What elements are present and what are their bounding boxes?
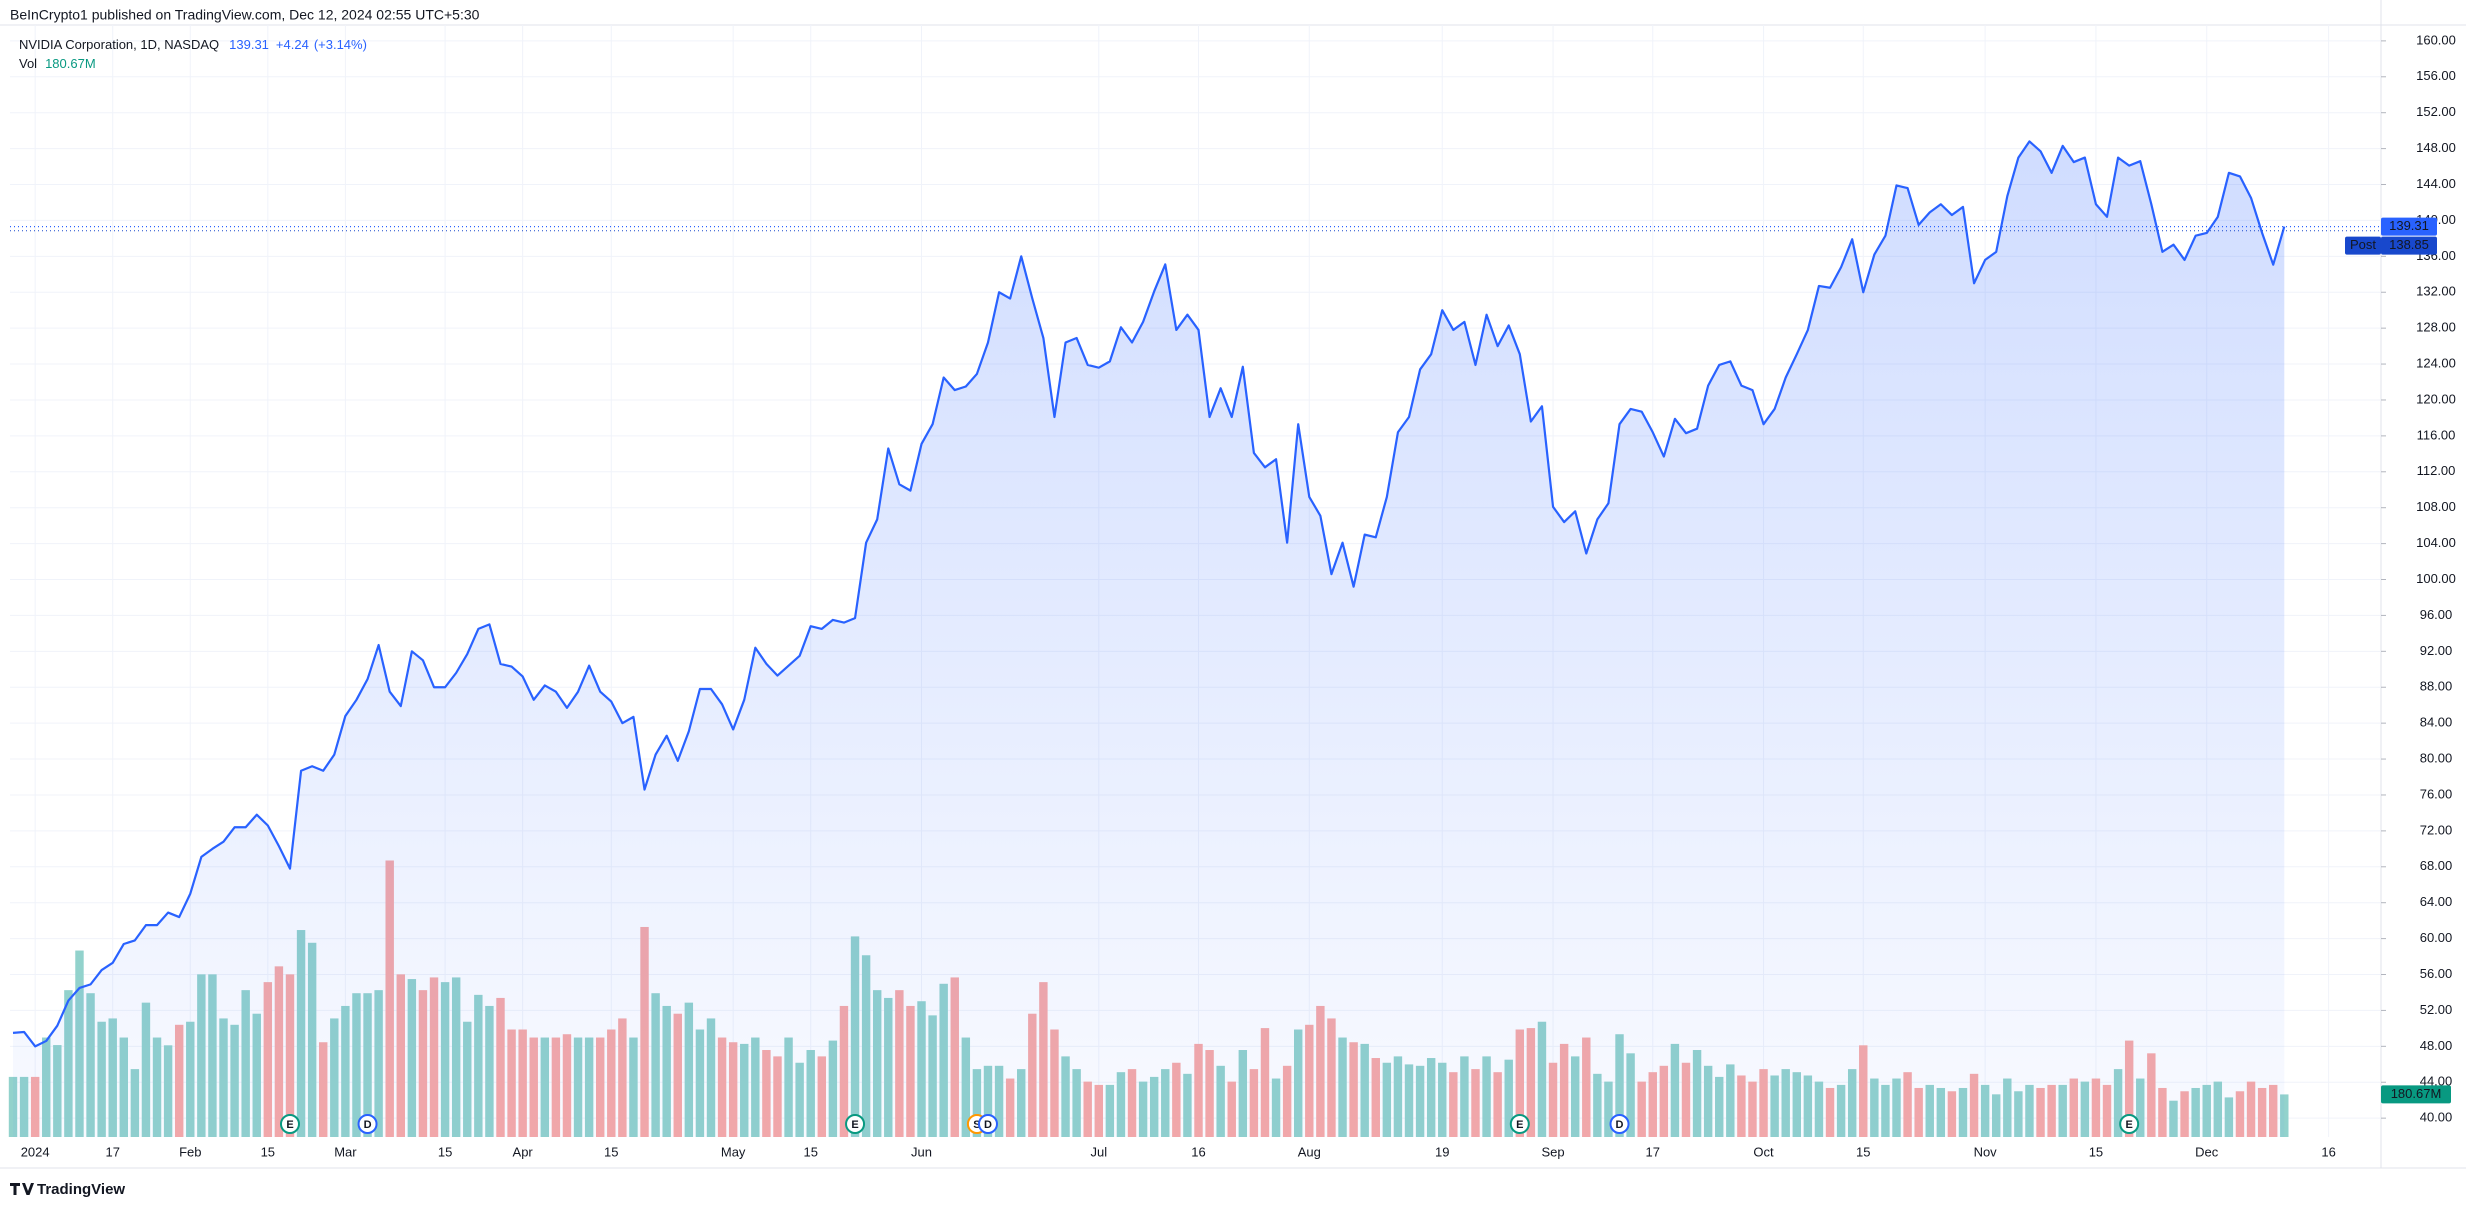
tradingview-logo: TradingView [10,1181,125,1198]
post-price-box [2381,236,2437,255]
event-label: E [851,1119,858,1131]
footer-brand: TradingView [37,1181,125,1198]
event-marker [357,1114,378,1134]
y-tick-label: 108.00 [2416,499,2456,514]
last-price: 139.31 [229,37,269,52]
event-marker [977,1114,998,1134]
y-tick-label: 100.00 [2416,571,2456,586]
y-tick-label: 64.00 [2420,894,2453,909]
volume-last-box [2381,1085,2451,1104]
volume-name: Vol [19,56,37,71]
price-line [12,140,2286,1048]
x-tick-label: Apr [513,1144,534,1159]
event-marker [845,1114,866,1134]
logo-mark [10,1183,34,1195]
event-marker [1509,1114,1530,1134]
x-tick-label: 17 [105,1144,119,1159]
price-area [13,141,2285,1138]
y-tick-label: 48.00 [2420,1038,2453,1053]
y-tick-label: 88.00 [2420,679,2453,694]
event-label: E [2126,1119,2133,1131]
y-tick-label: 116.00 [2417,427,2456,442]
symbol-legend: NVIDIA Corporation, 1D, NASDAQ 139.31 +4.2… [19,37,367,52]
y-tick-label: 84.00 [2420,715,2453,730]
x-tick-label: 17 [1646,1144,1660,1159]
y-tick-label: 124.00 [2416,355,2456,370]
y-tick-label: 104.00 [2416,535,2456,550]
y-tick-label: 112.00 [2417,463,2456,478]
x-tick-label: Aug [1298,1144,1321,1159]
x-tick-label: Sep [1541,1144,1564,1159]
event-label: D [984,1119,992,1131]
y-tick-label: 120.00 [2416,391,2456,406]
x-tick-label: 15 [438,1144,452,1159]
y-tick-label: 44.00 [2420,1074,2453,1089]
y-tick-label: 72.00 [2420,822,2453,837]
event-marker [2119,1114,2140,1134]
x-tick-label: 16 [1191,1144,1205,1159]
post-price-label: 138.85 [2389,237,2429,252]
plot: 40.00 44.00 48.00 52.00 56.00 60.00 64.00 68.00… [0,0,2466,1169]
y-tick-label: 60.00 [2420,930,2453,945]
x-tick-label: Jul [1090,1144,1107,1159]
last-price-label: 139.31 [2389,218,2429,233]
y-tick-label: 68.00 [2420,858,2453,873]
y-tick-label: 40.00 [2420,1110,2453,1125]
price-change: +4.24 [276,37,309,52]
volume-last: 180.67M [45,56,96,71]
volume-legend: Vol 180.67M [19,56,96,71]
x-tick-label: Mar [334,1144,357,1159]
event-label: D [1616,1119,1624,1131]
y-tick-label: 152.00 [2416,104,2456,119]
volume-last-label: 180.67M [2391,1086,2442,1101]
y-tick-label: 160.00 [2416,32,2456,47]
event-marker [279,1114,300,1134]
x-tick-label: 2024 [21,1144,50,1159]
x-tick-label: Nov [1974,1144,1998,1159]
x-tick-label: Oct [1753,1144,1774,1159]
event-label: D [364,1119,372,1131]
y-tick-label: 52.00 [2420,1002,2453,1017]
post-tag-label: Post [2350,237,2376,252]
y-tick-label: 56.00 [2420,966,2453,981]
y-tick-label: 144.00 [2416,176,2456,191]
symbol-name: NVIDIA Corporation, 1D, NASDAQ [19,37,219,52]
x-tick-label: Feb [179,1144,201,1159]
published-note: BeInCrypto1 published on TradingView.com… [10,7,480,23]
x-tick-label: 15 [261,1144,275,1159]
y-tick-label: 76.00 [2420,786,2453,801]
x-tick-label: 15 [803,1144,817,1159]
y-tick-label: 92.00 [2420,643,2453,658]
x-tick-label: 15 [604,1144,618,1159]
y-tick-label: 80.00 [2420,750,2453,765]
y-tick-label: 156.00 [2416,68,2456,83]
x-tick-label: Jun [911,1144,932,1159]
y-tick-label: 132.00 [2416,284,2456,299]
event-label: E [286,1119,293,1131]
x-tick-label: 19 [1435,1144,1449,1159]
y-tick-label: 96.00 [2420,607,2453,622]
event-label: E [1516,1119,1523,1131]
x-tick-label: 15 [2089,1144,2103,1159]
event-marker [1609,1114,1630,1134]
post-tag-box [2345,236,2381,255]
x-tick-label: 16 [2321,1144,2335,1159]
x-tick-label: 15 [1856,1144,1870,1159]
y-tick-label: 128.00 [2416,320,2456,335]
event-label: S [973,1119,980,1131]
price-change-pct: (+3.14%) [314,37,367,52]
x-tick-label: May [721,1144,746,1159]
last-price-box [2381,217,2437,236]
x-tick-label: Dec [2195,1144,2219,1159]
y-tick-label: 148.00 [2416,140,2456,155]
